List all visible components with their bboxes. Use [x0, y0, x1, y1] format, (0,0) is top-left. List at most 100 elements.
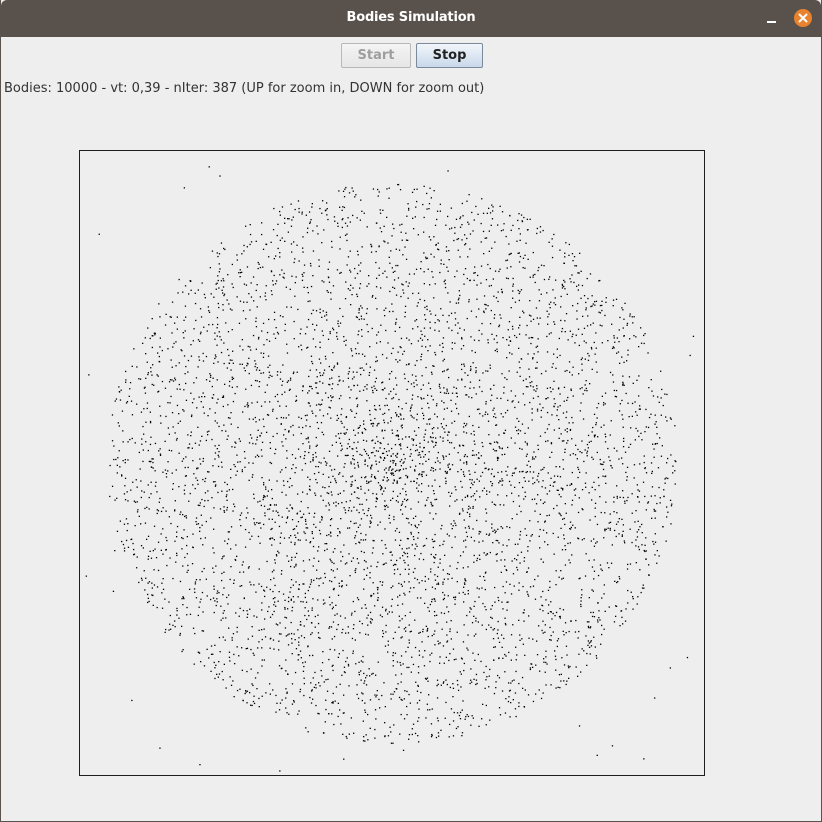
body-dot — [396, 415, 398, 417]
body-dot — [591, 486, 593, 488]
body-dot — [462, 510, 464, 512]
body-dot — [437, 640, 439, 642]
body-dot — [136, 486, 138, 488]
body-dot — [534, 598, 537, 600]
body-dot — [302, 386, 304, 388]
body-dot — [494, 601, 496, 603]
body-dot — [384, 645, 387, 647]
body-dot — [399, 557, 401, 559]
body-dot — [303, 677, 305, 679]
body-dot — [416, 545, 418, 547]
body-dot — [439, 203, 441, 205]
body-dot — [318, 529, 321, 532]
body-dot — [518, 619, 520, 621]
body-dot — [458, 290, 460, 292]
body-dot — [295, 536, 297, 539]
body-dot — [578, 653, 580, 655]
body-dot — [151, 335, 153, 337]
body-dot — [437, 460, 439, 462]
body-dot — [310, 265, 312, 267]
body-dot — [216, 590, 219, 592]
body-dot — [392, 310, 394, 313]
body-dot — [442, 440, 444, 442]
body-dot — [586, 277, 588, 280]
body-dot — [340, 432, 342, 434]
body-dot — [504, 671, 506, 673]
body-dot — [468, 505, 470, 507]
body-dot — [467, 649, 469, 651]
body-dot — [339, 531, 341, 533]
body-dot — [392, 459, 394, 462]
body-dot — [331, 388, 333, 390]
body-dot — [308, 375, 310, 378]
body-dot — [160, 510, 163, 513]
title-bar[interactable]: Bodies Simulation — [1, 0, 821, 37]
body-dot — [118, 450, 120, 452]
body-dot — [392, 660, 394, 662]
body-dot — [412, 571, 415, 573]
body-dot — [178, 452, 180, 454]
start-button[interactable]: Start — [341, 43, 411, 68]
body-dot — [532, 585, 535, 587]
body-dot — [356, 693, 358, 696]
body-dot — [555, 611, 558, 614]
body-dot — [558, 427, 560, 429]
body-dot — [433, 556, 435, 558]
body-dot — [256, 522, 258, 524]
body-dot — [279, 536, 282, 538]
stop-button[interactable]: Stop — [416, 43, 483, 68]
body-dot — [207, 471, 209, 473]
body-dot — [589, 273, 592, 275]
minimize-button[interactable] — [762, 8, 782, 28]
body-dot — [488, 491, 491, 493]
body-dot — [303, 625, 305, 627]
body-dot — [234, 465, 236, 468]
body-dot — [624, 620, 627, 622]
body-dot — [375, 356, 377, 358]
body-dot — [552, 363, 554, 365]
body-dot — [344, 454, 347, 457]
body-dot — [183, 337, 185, 339]
body-dot — [273, 333, 275, 335]
body-dot — [473, 678, 475, 680]
body-dot — [178, 486, 180, 488]
body-dot — [255, 348, 257, 350]
body-dot — [469, 387, 471, 389]
body-dot — [270, 579, 272, 581]
body-dot — [272, 410, 274, 412]
body-dot — [482, 212, 485, 214]
body-dot — [190, 355, 193, 357]
body-dot — [195, 517, 198, 519]
body-dot — [448, 573, 450, 575]
body-dot — [491, 394, 493, 396]
body-dot — [184, 305, 187, 307]
close-button[interactable] — [794, 9, 812, 27]
body-dot — [376, 566, 378, 568]
body-dot — [397, 501, 399, 503]
body-dot — [657, 396, 659, 398]
body-dot — [214, 412, 216, 414]
body-dot — [326, 534, 328, 537]
body-dot — [410, 407, 412, 410]
body-dot — [600, 568, 602, 570]
body-dot — [203, 412, 205, 414]
body-dot — [409, 631, 411, 633]
body-dot — [290, 579, 293, 581]
body-dot — [432, 432, 434, 434]
body-dot — [450, 399, 452, 401]
body-dot — [395, 455, 397, 457]
body-dot — [443, 612, 446, 615]
body-dot — [453, 711, 455, 714]
body-dot — [635, 411, 637, 413]
body-dot — [449, 301, 451, 303]
body-dot — [206, 431, 209, 433]
body-dot — [472, 484, 474, 486]
body-dot — [446, 641, 448, 643]
body-dot — [562, 412, 565, 414]
body-dot — [337, 322, 339, 325]
simulation-canvas[interactable] — [79, 150, 705, 776]
body-dot — [514, 334, 516, 337]
body-dot — [391, 473, 393, 476]
body-dot — [592, 303, 594, 305]
body-dot — [545, 599, 547, 601]
